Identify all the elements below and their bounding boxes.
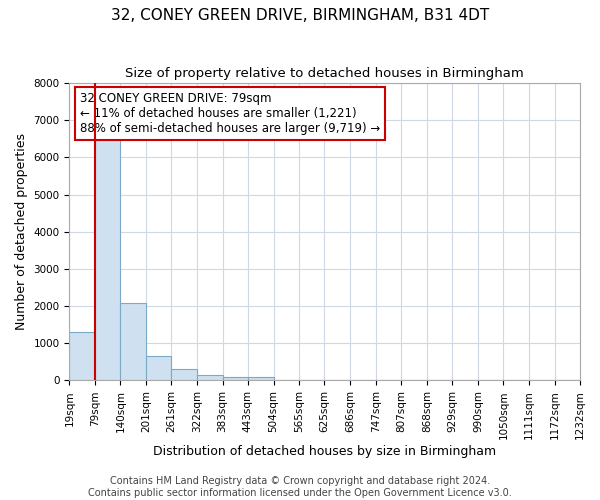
Bar: [95, 135, 121, 380]
Text: 32 CONEY GREEN DRIVE: 79sqm
← 11% of detached houses are smaller (1,221)
88% of : 32 CONEY GREEN DRIVE: 79sqm ← 11% of det…: [80, 92, 380, 135]
Bar: [121, 303, 146, 380]
Text: Contains HM Land Registry data © Crown copyright and database right 2024.
Contai: Contains HM Land Registry data © Crown c…: [88, 476, 512, 498]
Bar: [223, 377, 248, 380]
Y-axis label: Number of detached properties: Number of detached properties: [15, 134, 28, 330]
Bar: [146, 356, 171, 380]
Title: Size of property relative to detached houses in Birmingham: Size of property relative to detached ho…: [125, 68, 524, 80]
Text: 32, CONEY GREEN DRIVE, BIRMINGHAM, B31 4DT: 32, CONEY GREEN DRIVE, BIRMINGHAM, B31 4…: [111, 8, 489, 22]
Bar: [70, 332, 95, 380]
Bar: [248, 377, 274, 380]
Bar: [171, 369, 197, 380]
Bar: [197, 375, 223, 380]
X-axis label: Distribution of detached houses by size in Birmingham: Distribution of detached houses by size …: [153, 444, 496, 458]
